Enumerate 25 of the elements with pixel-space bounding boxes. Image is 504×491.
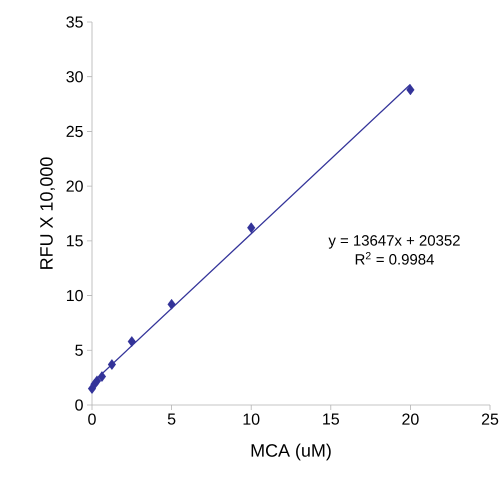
point (247, 222, 256, 234)
annotation: y = 13647x + 20352 (328, 235, 460, 249)
x-axis-title: MCA (uM) (252, 444, 331, 460)
point (406, 84, 414, 96)
point (128, 336, 136, 347)
point (92, 376, 102, 386)
y-tick-label: 15 (66, 235, 83, 246)
x-tick-label: 20 (402, 414, 419, 425)
y-axis-title: RFU X 10,000 (40, 157, 55, 269)
point (98, 371, 106, 382)
x-tick-label: 0 (88, 414, 96, 425)
y-tick-label: 10 (66, 290, 83, 302)
y-tick-label: 0 (75, 399, 83, 411)
x-tick-label: 5 (168, 414, 176, 425)
x-tick-label: 25 (482, 414, 498, 425)
annotation: R$^{2}$ = 0.9984 (356, 252, 434, 265)
y-tick-label: 20 (66, 180, 83, 192)
y-tick-label: 35 (66, 16, 83, 28)
point (168, 298, 176, 310)
y-tick-label: 30 (66, 71, 83, 82)
y-tick-label: 25 (66, 126, 83, 138)
y-tick-label: 5 (75, 344, 83, 356)
x-tick-label: 10 (244, 414, 260, 425)
point (108, 359, 116, 370)
x-tick-label: 15 (323, 414, 339, 425)
